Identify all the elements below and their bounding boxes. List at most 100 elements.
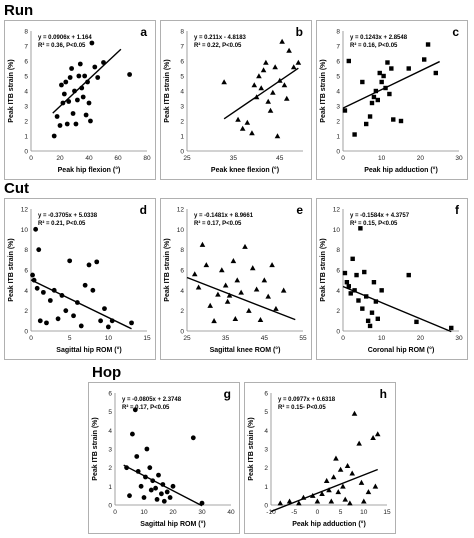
x-tick-label: 5 [339, 509, 343, 516]
data-point [323, 477, 330, 483]
y-tick-label: 2 [24, 308, 28, 315]
trend-line [123, 464, 203, 507]
data-point [370, 435, 376, 441]
x-tick-label: 30 [455, 155, 463, 162]
y-tick-label: 2 [336, 119, 340, 126]
data-point [319, 491, 325, 497]
y-axis-title: Peak ITB strain (%) [248, 417, 255, 480]
data-point [379, 288, 384, 293]
y-tick-label: 4 [24, 89, 28, 96]
regression-equation: y = -0.1584x + 4.3757 [350, 213, 410, 219]
regression-equation: y = 0.0977x + 0.6318 [278, 397, 336, 403]
x-tick-label: 10 [378, 335, 386, 342]
chart-panel-g: 0 1 2 3 4 5 6 0 10 20 30 40 Sagittal hip ROM (°) Peak… [88, 382, 240, 534]
data-point [153, 485, 158, 491]
data-point [167, 495, 173, 500]
x-tick-label: 0 [341, 155, 345, 162]
data-point [161, 498, 167, 504]
x-axis-title: Peak hip flexion (°) [58, 166, 121, 174]
data-point [63, 79, 69, 85]
data-point [219, 267, 225, 273]
data-point [47, 298, 53, 303]
chart-panel-f: 0 2 4 6 8 10 12 0 10 20 30 Coronal hip ROM (°) Peak … [316, 198, 468, 360]
data-point [367, 323, 373, 329]
data-point [30, 272, 35, 278]
data-point [358, 226, 363, 231]
data-point [367, 114, 373, 119]
data-point [365, 489, 372, 495]
chart-g: 0 1 2 3 4 5 6 0 10 20 30 40 Sagittal hip ROM (°) Peak… [92, 387, 235, 528]
data-point [381, 73, 386, 79]
data-point [61, 91, 67, 97]
y-tick-label: 0 [264, 503, 268, 510]
data-point [369, 100, 375, 106]
data-point [92, 64, 98, 70]
data-point [269, 262, 275, 268]
data-point [377, 70, 382, 76]
regression-stats: R² = 0.22, P<0.05 [194, 42, 242, 49]
data-point [86, 100, 92, 106]
data-point [80, 94, 86, 100]
trend-line [270, 468, 378, 513]
data-point [67, 75, 73, 80]
data-point [251, 82, 258, 88]
data-point [253, 286, 260, 292]
data-point [274, 133, 281, 139]
y-tick-label: 3 [264, 447, 268, 454]
y-tick-label: 6 [108, 391, 112, 398]
data-point [342, 270, 348, 276]
data-point [239, 125, 246, 131]
data-point [199, 241, 206, 247]
data-point [83, 112, 89, 118]
x-tick-label: 80 [143, 155, 151, 162]
data-point [295, 59, 302, 65]
data-point [242, 243, 248, 249]
x-tick-label: 0 [113, 509, 117, 516]
y-axis-title: Peak ITB strain (%) [320, 238, 327, 301]
x-tick-label: 15 [383, 509, 391, 516]
x-tick-label: 60 [114, 155, 122, 162]
data-point [296, 500, 302, 506]
data-point [40, 289, 46, 295]
data-point [273, 305, 279, 311]
data-point [203, 262, 210, 268]
data-point [286, 47, 292, 53]
data-point [105, 324, 111, 330]
y-tick-label: 2 [264, 465, 268, 472]
y-tick-label: 4 [264, 428, 268, 435]
x-tick-label: 30 [455, 335, 463, 342]
data-point [389, 66, 394, 71]
regression-stats: R² = 0.21, P<0.05 [38, 220, 86, 227]
x-tick-label: 40 [227, 509, 235, 516]
data-point [82, 282, 88, 288]
data-point [374, 431, 381, 437]
y-tick-label: 0 [336, 149, 340, 156]
data-point [375, 316, 380, 321]
chart-panel-c: 0 1 2 3 4 5 6 7 8 0 10 20 30 Peak hip adduction (°) Pe… [316, 20, 468, 180]
data-point [77, 61, 83, 67]
y-tick-label: 4 [336, 89, 340, 96]
y-axis-title: Peak ITB strain (%) [8, 59, 15, 122]
y-tick-label: 0 [336, 329, 340, 336]
data-point [36, 247, 42, 253]
x-axis-title: Sagittal hip ROM (°) [140, 520, 205, 528]
section-label-cut: Cut [4, 180, 29, 197]
data-point [249, 130, 255, 136]
data-point [98, 318, 103, 324]
data-point [365, 318, 371, 324]
panel-letter: h [380, 387, 387, 401]
data-point [350, 256, 355, 262]
y-tick-label: 6 [180, 59, 184, 66]
x-tick-label: 25 [183, 155, 191, 162]
y-tick-label: 2 [180, 119, 184, 126]
x-tick-label: 55 [299, 335, 307, 342]
data-point [333, 455, 339, 461]
data-point [70, 111, 76, 116]
y-axis-title: Peak ITB strain (%) [164, 59, 171, 122]
y-tick-label: 8 [180, 29, 184, 36]
data-point [330, 474, 337, 480]
x-axis-title: Peak knee flexion (°) [211, 166, 279, 174]
x-tick-label: 35 [222, 335, 230, 342]
y-tick-label: 0 [24, 329, 28, 336]
data-point [360, 79, 365, 85]
